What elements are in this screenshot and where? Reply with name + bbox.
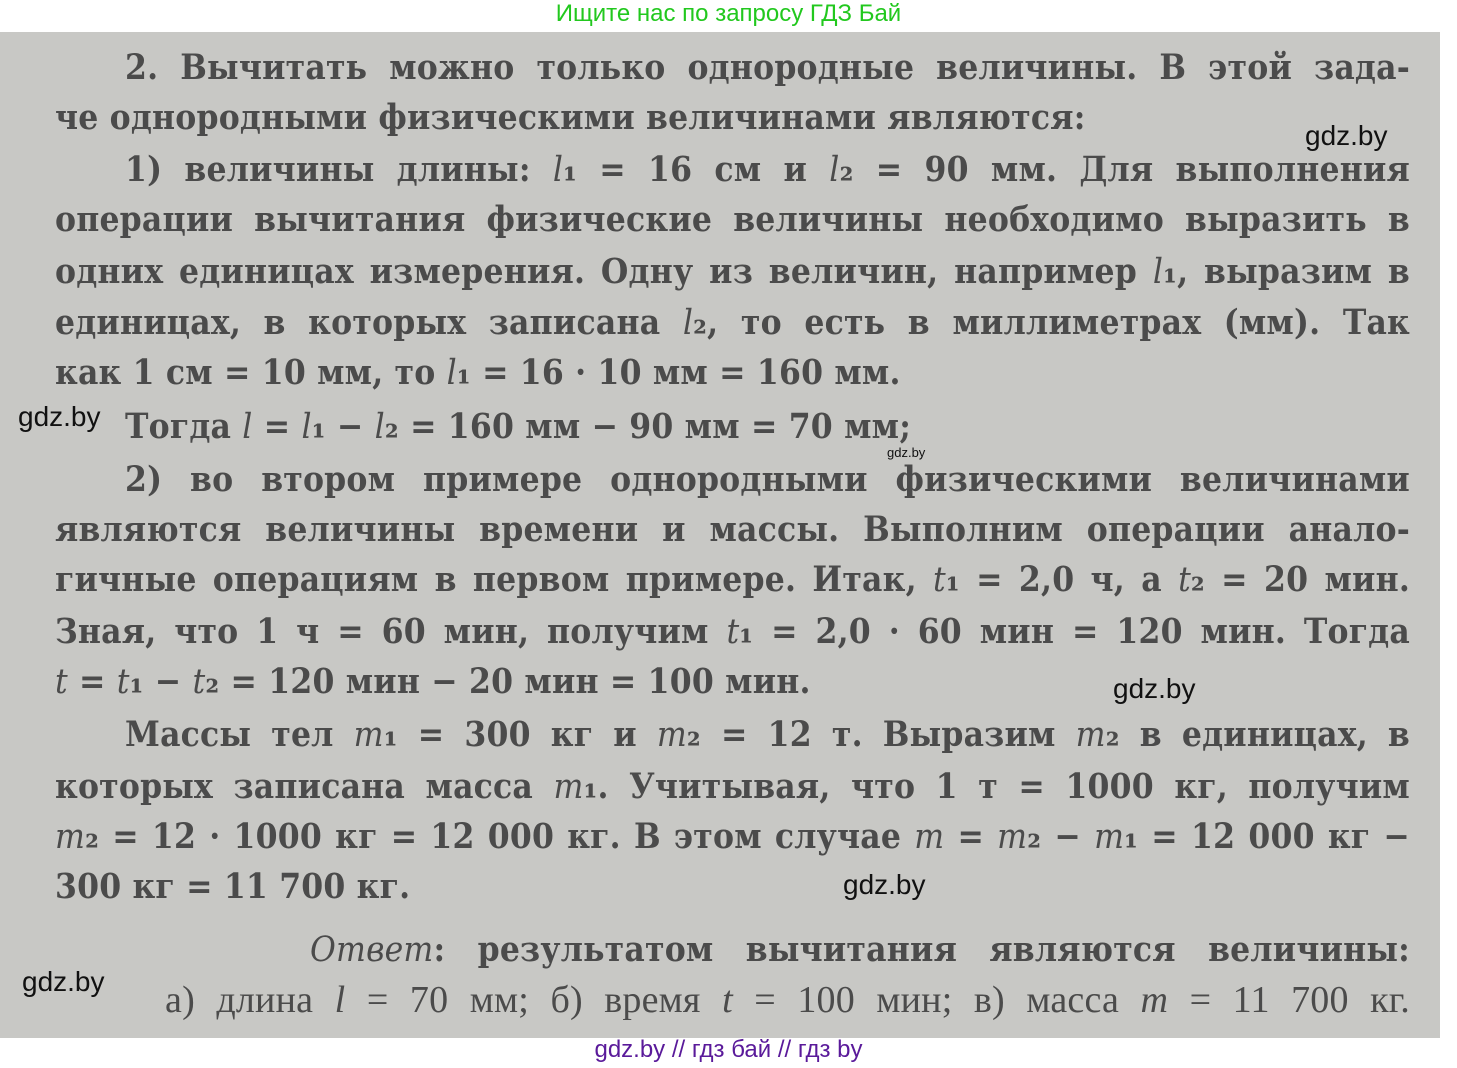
watermark: gdz.by — [1113, 673, 1196, 704]
text-line: t = t₁ − t₂ = 120 мин − 20 мин = 100 мин… — [55, 661, 885, 703]
watermark: gdz.by — [887, 445, 926, 460]
text-segment: единицах, в которых записана — [55, 302, 683, 343]
text-line: 2) во втором примере однородными физичес… — [125, 460, 1410, 500]
watermark: gdz.by — [843, 869, 926, 900]
text-segment: ₁ = 300 кг и — [383, 714, 657, 755]
text-segment: а) длина — [165, 979, 335, 1021]
text-line: являются величины времени и массы. Выпол… — [55, 510, 1410, 550]
text-line: а) длина l = 70 мм; б) время t = 100 мин… — [165, 980, 1410, 1020]
text-segment: ₂ = 20 мин. — [1190, 559, 1410, 600]
variable: l — [446, 353, 457, 393]
text-segment: = — [67, 661, 117, 702]
text-line: которых записана масса m₁. Учитывая, что… — [55, 766, 1410, 808]
text-line: Зная, что 1 ч = 60 мин, получим t₁ = 2,0… — [55, 611, 1410, 653]
variable: l — [1152, 252, 1164, 292]
variable: l — [552, 150, 564, 190]
variable: t — [55, 662, 68, 702]
text-segment: ₂, то есть в миллиметрах (мм). Так — [693, 302, 1410, 343]
text-line: единицах, в которых записана l₂, то есть… — [55, 302, 1410, 344]
text-segment: ₁. Учитывая, что 1 т = 1000 кг, получим — [583, 766, 1410, 807]
variable: Ответ — [310, 930, 434, 970]
text-segment: 2) во втором примере однородными физичес… — [125, 459, 1410, 500]
text-line: Массы тел m₁ = 300 кг и m₂ = 12 т. Выраз… — [125, 714, 1410, 756]
watermark: gdz.by — [18, 401, 101, 432]
text-line: Ответ: результатом вычитания являются ве… — [310, 929, 1410, 971]
text-line: 1) величины длины: l₁ = 16 см и l₂ = 90 … — [125, 149, 1411, 191]
variable: m — [553, 767, 584, 807]
text-segment: ₁ − — [311, 406, 375, 447]
text-segment: ₂ в единицах, в — [1105, 714, 1410, 755]
watermark: gdz.by — [1305, 120, 1388, 151]
text-segment: ₁ = 16 · 10 мм = 160 мм. — [456, 352, 901, 393]
variable: t — [726, 612, 740, 652]
text-segment: ₂ = 120 мин − 20 мин = 100 мин. — [205, 661, 811, 702]
scanned-page — [0, 32, 1440, 1038]
text-segment: Зная, что 1 ч = 60 мин, получим — [55, 611, 727, 652]
text-segment: как 1 см = 10 мм, то — [55, 352, 447, 393]
text-segment: ₂ = 160 мм − 90 мм = 70 мм; — [384, 406, 912, 447]
text-line: операции вычитания физические величины н… — [55, 200, 1410, 240]
text-line: че однородными физическими величинами яв… — [55, 98, 1155, 138]
text-segment: = 11 700 кг. — [1168, 979, 1410, 1021]
variable: m — [997, 817, 1028, 857]
variable: t — [933, 560, 946, 600]
text-line: Тогда l = l₁ − l₂ = 160 мм − 90 мм = 70 … — [125, 406, 1015, 448]
variable: l — [301, 407, 312, 447]
text-segment: ₂ = 90 мм. Для выполнения — [839, 149, 1411, 190]
text-segment: че однородными физическими величинами яв… — [55, 97, 1086, 138]
text-segment: Массы тел — [125, 714, 354, 755]
variable: t — [192, 662, 206, 702]
variable: m — [353, 715, 384, 755]
text-segment: ₁ = 2,0 · 60 мин = 120 мин. Тогда — [739, 611, 1410, 652]
text-segment: являются величины времени и массы. Выпол… — [55, 509, 1410, 550]
text-segment: ₁ = 12 000 кг − — [1124, 816, 1410, 857]
watermark: gdz.by — [22, 966, 105, 997]
variable: m — [55, 817, 86, 857]
text-segment: ₂ − — [1027, 816, 1095, 857]
variable: l — [682, 303, 694, 343]
variable: l — [334, 979, 346, 1021]
text-segment: ₁ = 16 см и — [563, 149, 830, 190]
variable: m — [914, 817, 945, 857]
text-segment: = 100 мин; в) масса — [732, 979, 1141, 1021]
text-segment: операции вычитания физические величины н… — [55, 199, 1410, 240]
variable: l — [829, 150, 840, 190]
variable: t — [1178, 560, 1191, 600]
variable: l — [242, 407, 253, 447]
text-line: гичные операциям в первом примере. Итак,… — [55, 559, 1410, 601]
text-segment: ₂ = 12 · 1000 кг = 12 000 кг. В этом слу… — [85, 816, 915, 857]
text-line: 300 кг = 11 700 кг. — [55, 867, 455, 907]
text-segment: : результатом вычитания являются величин… — [433, 929, 1410, 970]
text-segment: = — [252, 406, 302, 447]
variable: l — [374, 407, 385, 447]
text-line: как 1 см = 10 мм, то l₁ = 16 · 10 мм = 1… — [55, 352, 1005, 394]
text-segment: = — [944, 816, 998, 857]
text-segment: одних единицах измерения. Одну из величи… — [55, 251, 1153, 292]
variable: t — [722, 979, 733, 1021]
text-segment: 300 кг = 11 700 кг. — [55, 866, 411, 907]
text-segment: Тогда — [125, 406, 243, 447]
text-line: m₂ = 12 · 1000 кг = 12 000 кг. В этом сл… — [55, 816, 1410, 858]
text-segment: 1) величины длины: — [125, 149, 553, 190]
text-segment: ₁, выразим в — [1163, 251, 1410, 292]
bottom-banner: gdz.by // гдз бай // гдз by — [594, 1036, 863, 1063]
text-segment: гичные операциям в первом примере. Итак, — [55, 559, 933, 600]
text-segment: ₁ = 2,0 ч, а — [945, 559, 1179, 600]
variable: t — [116, 662, 130, 702]
text-segment: ₂ = 12 т. Выразим — [686, 714, 1076, 755]
variable: m — [1094, 817, 1125, 857]
text-line: 2. Вычитать можно только однородные вели… — [125, 48, 1410, 88]
variable: m — [1140, 979, 1169, 1021]
text-line: одних единицах измерения. Одну из величи… — [55, 251, 1410, 293]
text-segment: ₁ − — [129, 661, 193, 702]
text-segment: = 70 мм; б) время — [345, 979, 723, 1021]
top-banner: Ищите нас по запросу ГДЗ Бай — [555, 0, 902, 27]
variable: m — [1075, 715, 1106, 755]
text-segment: которых записана масса — [55, 766, 554, 807]
variable: m — [656, 715, 687, 755]
text-segment: 2. Вычитать можно только однородные вели… — [125, 47, 1410, 88]
